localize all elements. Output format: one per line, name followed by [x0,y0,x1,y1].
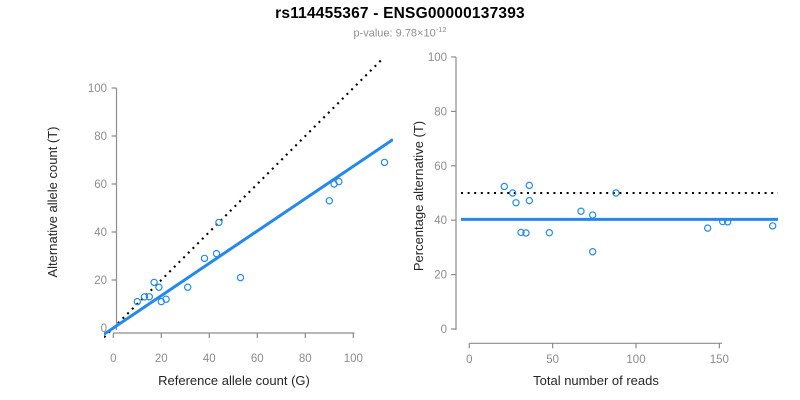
percentage-panel: 0 20 40 60 80 100 0 50 100 150 Total number of rea… [411,52,778,388]
data-point [335,177,343,186]
y-tick-label: 100 [88,83,107,95]
data-point [162,295,170,303]
y-tick-label: 60 [94,179,107,191]
x-tick-label: 80 [299,353,312,365]
x-tick-label: 100 [626,354,645,366]
data-point [215,218,223,227]
data-point [612,189,620,197]
x-tick-label: 20 [155,353,168,365]
data-point [517,228,525,237]
x-tick-label: 40 [203,353,216,365]
y-tick-label: 40 [94,227,107,239]
y-tick-label: 20 [434,270,447,282]
fit-line [104,138,393,336]
x-axis-title: Reference allele count (G) [158,373,310,388]
x-tick-label: 0 [466,354,472,366]
y-axis-title: Alternative allele count (T) [45,126,60,277]
data-point [703,224,712,232]
y-tick-label: 40 [434,215,447,227]
x-tick-label: 50 [546,354,559,366]
x-tick-label: 60 [251,353,264,365]
data-point [588,248,597,256]
allele-counts-panel: 0 20 40 60 80 100 0 20 40 60 80 100 Reference allele… [45,58,393,388]
data-point [512,199,520,207]
y-tick-label: 80 [434,106,447,118]
y-tick-label: 0 [101,323,107,335]
data-point [522,229,530,237]
pvalue-base: 9.78×10 [395,27,436,40]
data-point [525,196,534,205]
data-point [380,158,389,167]
x-tick-label: 150 [710,354,729,366]
data-point [145,293,153,301]
data-point [325,197,333,205]
data-point [588,211,597,219]
pvalue-exponent: -12 [435,25,447,34]
y-tick-label: 80 [94,131,107,143]
data-point [133,297,141,306]
data-point [200,254,209,263]
data-point [545,229,554,237]
data-point [508,189,517,197]
data-region [461,181,778,256]
pvalue-label: p-value: [353,27,396,40]
data-point [577,207,585,215]
y-axis-title: Percentage alternative (T) [411,121,426,271]
x-axis-title: Total number of reads [533,373,659,388]
data-point [140,293,149,301]
data-point [183,283,192,291]
data-point [768,222,777,230]
data-point [718,217,727,226]
pvalue-subtitle: p-value: 9.78×10-12 [0,25,800,40]
y-tick-label: 20 [94,275,107,287]
x-tick-label: 100 [344,353,363,365]
page-title: rs114455367 - ENSG00000137393 [275,5,525,22]
data-point [500,182,509,191]
data-point [525,181,534,190]
data-point [212,249,221,258]
data-point [723,218,732,226]
data-point [150,278,158,287]
x-tick-label: 0 [110,353,116,365]
y-tick-label: 60 [434,161,447,173]
data-point [155,283,163,291]
y-tick-label: 0 [441,324,447,336]
data-region [104,58,393,338]
y-tick-label: 100 [428,52,447,64]
data-point [236,273,245,282]
